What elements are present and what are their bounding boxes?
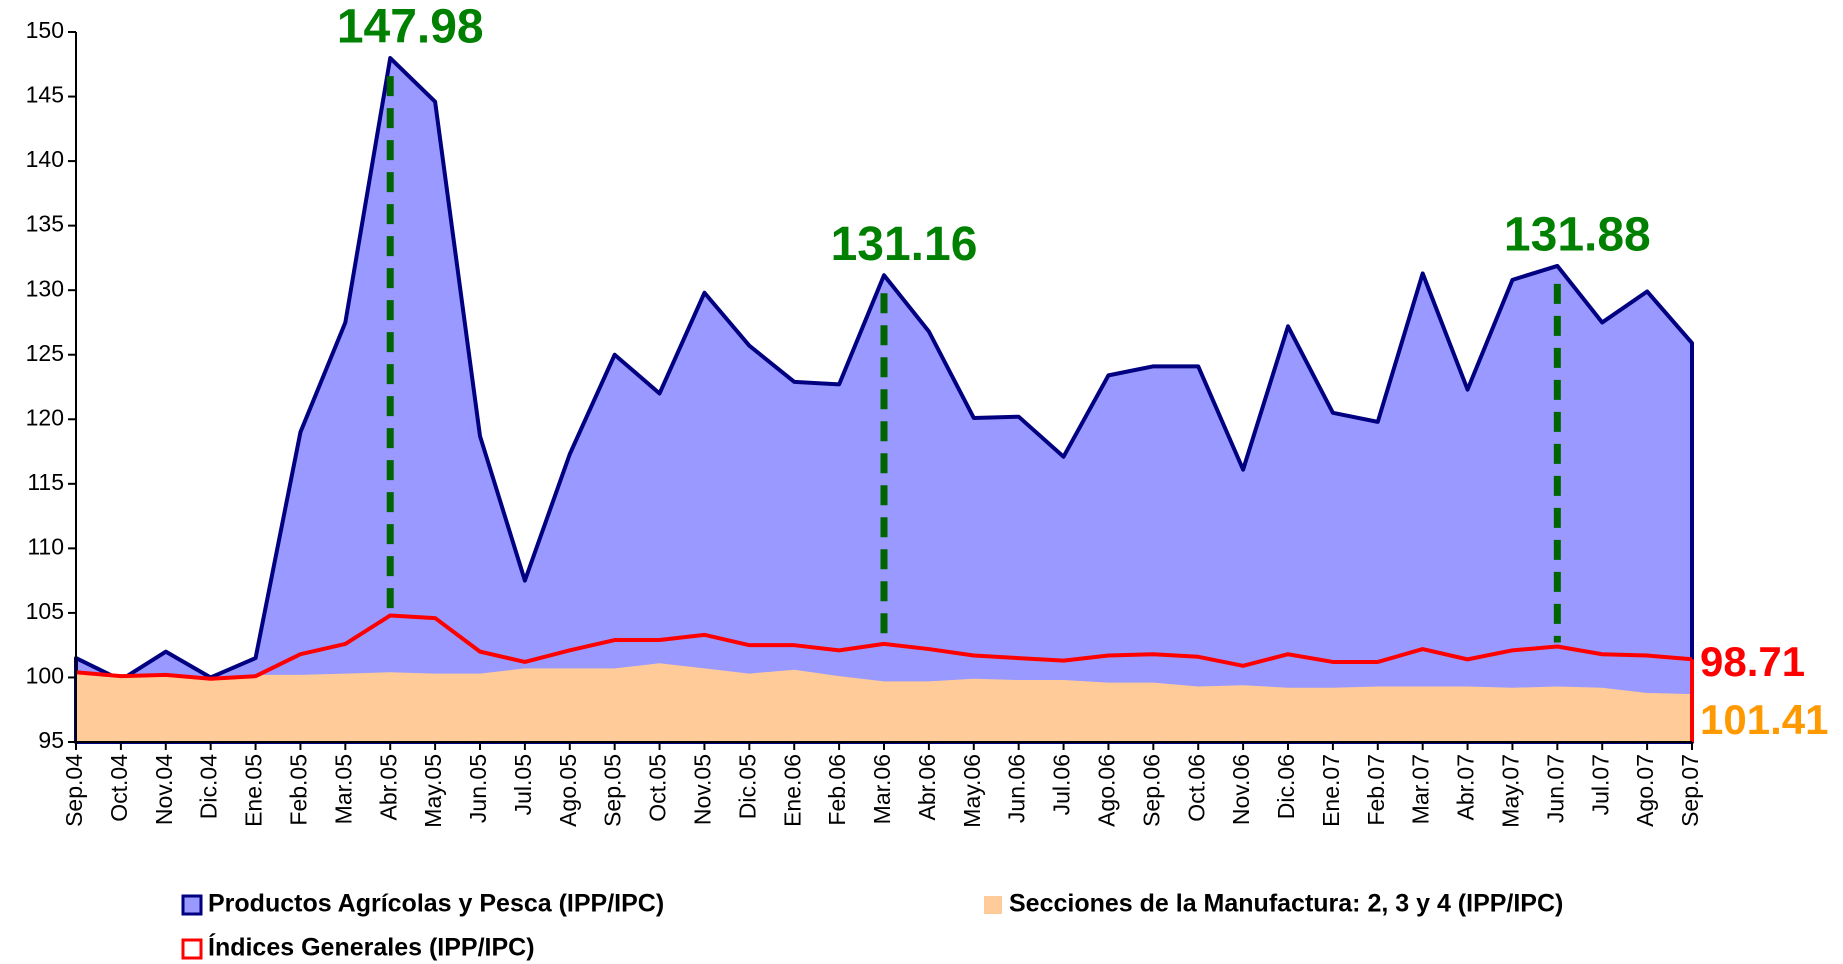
y-tick-label: 145 — [26, 82, 64, 108]
y-tick-label: 105 — [26, 598, 64, 624]
legend-swatch — [181, 938, 203, 960]
y-tick-label: 140 — [26, 146, 64, 172]
end-label: 101.41 — [1700, 696, 1828, 743]
x-tick-label: Mar.05 — [330, 754, 356, 824]
x-tick-label: Mar.06 — [869, 754, 895, 824]
x-tick-label: Nov.06 — [1228, 754, 1254, 825]
x-tick-label: Ago.05 — [555, 754, 581, 827]
x-tick-label: Oct.05 — [645, 754, 671, 822]
x-tick-label: Abr.07 — [1453, 754, 1479, 821]
x-tick-label: Dic.04 — [196, 754, 222, 819]
y-tick-label: 120 — [26, 404, 64, 430]
y-tick-label: 150 — [26, 17, 64, 43]
legend-item: Productos Agrícolas y Pesca (IPP/IPC) — [181, 890, 664, 918]
x-tick-label: Jul.06 — [1049, 754, 1075, 815]
y-tick-label: 135 — [26, 211, 64, 237]
y-tick-label: 115 — [27, 469, 64, 495]
x-tick-label: Ene.06 — [779, 754, 805, 827]
area — [76, 663, 1692, 742]
x-tick-label: Oct.04 — [106, 754, 132, 822]
x-tick-label: Dic.05 — [734, 754, 760, 819]
x-tick-label: Dic.06 — [1273, 754, 1299, 819]
x-tick-label: Abr.05 — [375, 754, 401, 821]
x-tick-label: Feb.07 — [1363, 754, 1389, 826]
y-tick-label: 130 — [26, 275, 64, 301]
legend-swatch — [984, 896, 1002, 914]
y-tick-label: 100 — [26, 663, 64, 689]
x-tick-label: Ago.06 — [1094, 754, 1120, 827]
x-tick-label: Feb.05 — [286, 754, 312, 826]
x-tick-label: Jun.05 — [465, 754, 491, 823]
x-tick-label: Nov.04 — [151, 754, 177, 825]
x-tick-label: Feb.06 — [824, 754, 850, 826]
y-tick-label: 110 — [27, 533, 64, 559]
x-tick-label: Ene.07 — [1318, 754, 1344, 827]
x-tick-label: Ene.05 — [241, 754, 267, 827]
highlight-label: 147.98 — [337, 1, 484, 54]
legend-swatch — [181, 894, 203, 916]
x-tick-label: May.07 — [1498, 754, 1524, 828]
x-tick-label: Mar.07 — [1408, 754, 1434, 824]
x-tick-label: May.06 — [959, 754, 985, 828]
x-tick-label: Jul.05 — [510, 754, 536, 815]
legend-label: Índices Generales (IPP/IPC) — [208, 933, 535, 962]
x-tick-label: Sep.06 — [1138, 754, 1164, 827]
highlight-label: 131.16 — [831, 218, 978, 271]
x-tick-label: Abr.06 — [914, 754, 940, 821]
legend-item: Secciones de la Manufactura: 2, 3 y 4 (I… — [984, 890, 1563, 918]
x-tick-label: Jun.07 — [1542, 754, 1568, 823]
x-tick-label: Oct.06 — [1183, 754, 1209, 822]
x-tick-label: Sep.07 — [1677, 754, 1703, 827]
line — [75, 613, 1693, 681]
x-tick-label: Nov.05 — [690, 754, 716, 825]
legend-label: Secciones de la Manufactura: 2, 3 y 4 (I… — [1009, 890, 1563, 918]
y-tick-label: 95 — [38, 727, 64, 753]
legend-item: Índices Generales (IPP/IPC) — [181, 933, 535, 962]
x-tick-label: May.05 — [420, 754, 446, 828]
x-tick-label: Sep.04 — [61, 754, 87, 827]
legend-label: Productos Agrícolas y Pesca (IPP/IPC) — [208, 890, 664, 918]
x-tick-label: Jun.06 — [1004, 754, 1030, 823]
x-tick-label: Ago.07 — [1632, 754, 1658, 827]
y-tick-label: 125 — [26, 340, 64, 366]
end-label: 98.71 — [1700, 638, 1805, 685]
x-tick-label: Sep.05 — [600, 754, 626, 827]
x-tick-label: Jul.07 — [1587, 754, 1613, 815]
highlight-label: 131.88 — [1504, 209, 1651, 262]
